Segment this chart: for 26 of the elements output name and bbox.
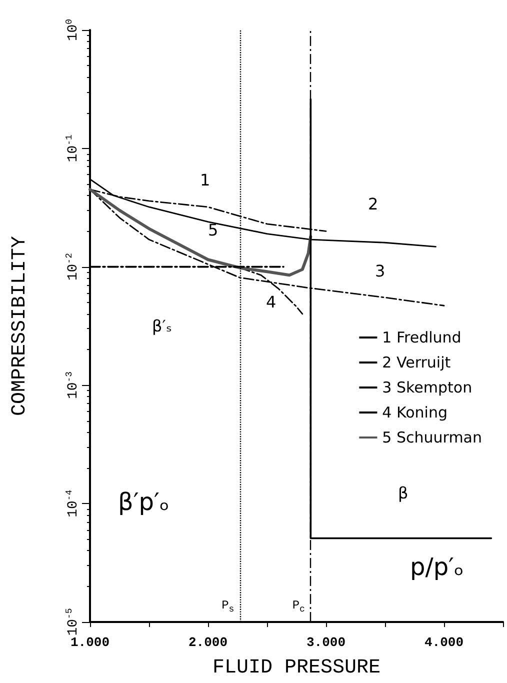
annotation: 1 [200, 170, 210, 190]
x-axis-title: FLUID PRESSURE [212, 656, 381, 680]
legend-label: 3 Skempton [382, 378, 472, 396]
y-tick-label: 10-2 [64, 252, 82, 281]
legend-label: 5 Schuurman [382, 428, 482, 446]
x-tick-label: 1.000 [70, 635, 110, 650]
annotation: 5 [208, 220, 218, 240]
y-tick-label: 10-3 [64, 371, 82, 400]
legend-label: 1 Fredlund [382, 328, 462, 346]
x-tick-label: 3.000 [306, 635, 346, 650]
annotation: 4 [266, 292, 276, 312]
y-tick-label: 10-1 [64, 134, 82, 162]
x-tick-label: 4.000 [424, 635, 464, 650]
y-tick-label: 10-5 [64, 608, 82, 636]
annotation: 2 [368, 194, 378, 214]
annotation: β [398, 484, 408, 502]
y-axis-title: COMPRESSIBILITY [8, 236, 32, 416]
annotation: β′p′ₒ [118, 488, 170, 516]
y-tick-label: 10-4 [64, 490, 82, 518]
legend-label: 2 Verruijt [382, 354, 451, 372]
x-tick-label: 2.000 [188, 635, 228, 650]
annotation: β′ₛ [152, 316, 172, 336]
y-tick-label: 100 [64, 18, 82, 42]
annotation: 3 [375, 262, 386, 280]
annotation: p/p′ₒ [410, 553, 464, 581]
legend-label: 4 Koning [382, 404, 448, 422]
